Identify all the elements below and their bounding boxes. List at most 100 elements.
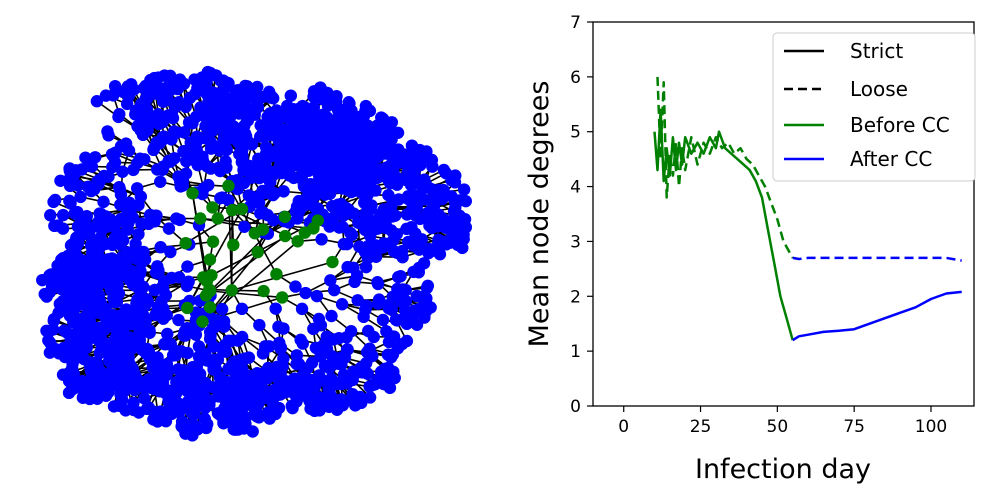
network-node-periphery (204, 162, 218, 175)
network-edge (205, 235, 286, 297)
network-node-periphery (156, 95, 170, 108)
network-node-periphery (371, 277, 385, 291)
network-node-periphery (67, 177, 81, 190)
network-node-periphery (275, 166, 288, 180)
network-node-periphery (332, 221, 346, 234)
network-node-periphery (324, 274, 337, 287)
network-node-periphery (36, 273, 49, 287)
network-node-periphery (345, 228, 359, 242)
network-node-periphery (359, 260, 373, 274)
network-node-periphery (299, 101, 312, 114)
network-node-periphery (265, 113, 279, 126)
network-node-periphery (256, 184, 269, 198)
network-node-periphery (162, 222, 176, 235)
network-node-periphery (152, 71, 165, 84)
network-node-core (278, 229, 292, 243)
network-node-periphery (172, 170, 185, 183)
network-node-periphery (277, 352, 290, 365)
network-node-periphery (52, 306, 65, 320)
network-node-periphery (334, 197, 348, 211)
network-node-periphery (165, 271, 178, 285)
network-node-periphery (225, 358, 239, 372)
network-node-periphery (99, 344, 112, 358)
network-node-periphery (291, 212, 304, 225)
network-node-periphery (297, 180, 311, 193)
network-node-periphery (166, 111, 180, 125)
network-node-periphery (448, 234, 462, 248)
y-tick-label: 4 (570, 178, 581, 198)
network-node-periphery (97, 195, 110, 209)
tick-layer: 0 25 50 75 100 0 1 2 3 4 5 6 7 (570, 13, 947, 437)
network-node-periphery (425, 221, 439, 235)
network-node-periphery (267, 400, 280, 414)
network-node-periphery (269, 302, 282, 315)
network-node-periphery (251, 101, 265, 114)
network-node-periphery (240, 393, 253, 407)
network-node-core (235, 202, 249, 216)
network-node-periphery (173, 213, 186, 227)
network-node-periphery (137, 245, 150, 259)
network-node-periphery (295, 302, 309, 316)
network-node-periphery (214, 191, 227, 205)
network-node-periphery (168, 152, 181, 165)
network-node-periphery (426, 160, 439, 173)
network-node-periphery (140, 120, 154, 134)
network-node-periphery (281, 153, 294, 166)
network-node-periphery (246, 190, 259, 204)
network-node-periphery (217, 417, 230, 430)
network-node-periphery (323, 220, 336, 233)
network-node-periphery (134, 190, 148, 203)
network-node-periphery (278, 110, 292, 123)
network-node-periphery (453, 214, 467, 228)
network-node-periphery (148, 382, 161, 395)
network-node-periphery (437, 163, 451, 177)
network-node-periphery (432, 233, 445, 247)
network-node-periphery (243, 167, 257, 180)
network-node-periphery (177, 329, 190, 342)
network-node-periphery (207, 340, 220, 353)
network-edge (210, 290, 283, 299)
network-node-periphery (316, 117, 330, 131)
network-node-periphery (301, 361, 314, 375)
network-node-periphery (157, 312, 170, 325)
network-node-periphery (99, 389, 113, 402)
network-node-periphery (353, 240, 366, 253)
network-node-core (311, 214, 325, 227)
network-node-periphery (368, 170, 381, 184)
network-node-periphery (156, 111, 170, 124)
network-node-periphery (83, 315, 96, 328)
network-node-periphery (307, 90, 320, 103)
network-node-periphery (364, 157, 378, 170)
network-node-periphery (186, 361, 199, 374)
network-node-periphery (289, 280, 302, 293)
network-node-periphery (150, 209, 163, 222)
network-node-core (251, 245, 264, 259)
network-node-periphery (56, 208, 70, 222)
network-node-periphery (319, 90, 332, 103)
x-tick-label: 50 (767, 417, 789, 437)
network-node-periphery (86, 326, 100, 340)
network-node-periphery (151, 260, 164, 273)
network-node-periphery (76, 283, 90, 296)
network-node-periphery (299, 286, 312, 300)
network-node-core (206, 201, 219, 214)
network-node-periphery (153, 137, 166, 150)
network-node-periphery (260, 128, 273, 142)
network-node-periphery (107, 89, 120, 102)
network-node-periphery (358, 216, 371, 229)
network-node-periphery (253, 318, 266, 332)
network-node-periphery (412, 261, 426, 275)
network-node-periphery (204, 135, 217, 148)
network-node-periphery (136, 301, 149, 315)
network-node-periphery (389, 313, 403, 326)
series-line-dashed-before (656, 76, 794, 259)
network-node-periphery (310, 289, 324, 303)
network-node-periphery (340, 237, 354, 251)
network-edge (209, 216, 286, 292)
network-node-periphery (92, 173, 106, 187)
network-node-periphery (316, 136, 329, 149)
network-node-periphery (99, 264, 113, 277)
network-node-periphery (252, 411, 266, 424)
network-node-periphery (239, 411, 252, 424)
network-node-periphery (239, 79, 252, 93)
